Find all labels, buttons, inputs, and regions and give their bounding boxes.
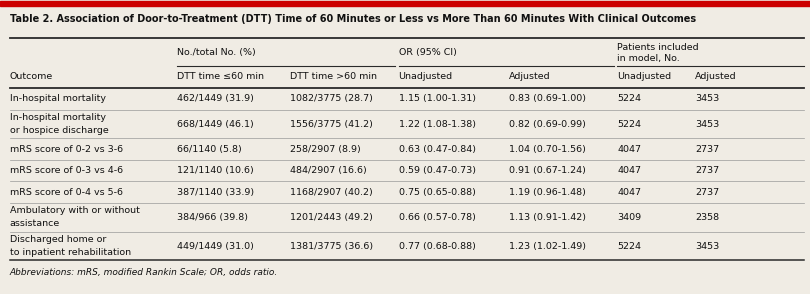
Text: 121/1140 (10.6): 121/1140 (10.6) [177,166,254,175]
Text: 4047: 4047 [617,145,642,154]
Text: 0.75 (0.65-0.88): 0.75 (0.65-0.88) [399,188,475,197]
Text: 0.63 (0.47-0.84): 0.63 (0.47-0.84) [399,145,475,154]
Text: 3453: 3453 [695,120,719,128]
Text: Ambulatory with or without: Ambulatory with or without [10,206,139,215]
Text: 1.19 (0.96-1.48): 1.19 (0.96-1.48) [509,188,586,197]
Text: Discharged home or: Discharged home or [10,235,106,244]
Text: 4047: 4047 [617,166,642,175]
Text: 3409: 3409 [617,213,642,222]
Text: 5224: 5224 [617,120,642,128]
Text: 1168/2907 (40.2): 1168/2907 (40.2) [290,188,373,197]
Text: 2737: 2737 [695,145,719,154]
Text: 0.83 (0.69-1.00): 0.83 (0.69-1.00) [509,94,586,103]
Text: No./total No. (%): No./total No. (%) [177,49,255,57]
Text: assistance: assistance [10,219,60,228]
Text: 2737: 2737 [695,166,719,175]
Text: Unadjusted: Unadjusted [399,72,453,81]
Text: 5224: 5224 [617,242,642,250]
Text: DTT time ≤60 min: DTT time ≤60 min [177,72,263,81]
Text: Table 2. Association of Door-to-Treatment (DTT) Time of 60 Minutes or Less vs Mo: Table 2. Association of Door-to-Treatmen… [10,14,696,24]
Text: 66/1140 (5.8): 66/1140 (5.8) [177,145,241,154]
Text: 1201/2443 (49.2): 1201/2443 (49.2) [290,213,373,222]
Text: 3453: 3453 [695,94,719,103]
Text: 668/1449 (46.1): 668/1449 (46.1) [177,120,254,128]
Text: 0.77 (0.68-0.88): 0.77 (0.68-0.88) [399,242,475,250]
Text: mRS score of 0-3 vs 4-6: mRS score of 0-3 vs 4-6 [10,166,123,175]
Text: Abbreviations: mRS, modified Rankin Scale; OR, odds ratio.: Abbreviations: mRS, modified Rankin Scal… [10,268,278,277]
Text: 3453: 3453 [695,242,719,250]
Text: Unadjusted: Unadjusted [617,72,671,81]
Text: or hospice discharge: or hospice discharge [10,126,109,135]
Text: 2737: 2737 [695,188,719,197]
Text: Adjusted: Adjusted [695,72,736,81]
Text: 1082/3775 (28.7): 1082/3775 (28.7) [290,94,373,103]
Text: 387/1140 (33.9): 387/1140 (33.9) [177,188,254,197]
Text: 258/2907 (8.9): 258/2907 (8.9) [290,145,360,154]
Text: 1.15 (1.00-1.31): 1.15 (1.00-1.31) [399,94,475,103]
Text: 449/1449 (31.0): 449/1449 (31.0) [177,242,254,250]
Text: 0.82 (0.69-0.99): 0.82 (0.69-0.99) [509,120,586,128]
Text: Adjusted: Adjusted [509,72,550,81]
Text: OR (95% CI): OR (95% CI) [399,49,456,57]
Text: 1381/3775 (36.6): 1381/3775 (36.6) [290,242,373,250]
Text: In-hospital mortality: In-hospital mortality [10,94,106,103]
Text: 2358: 2358 [695,213,719,222]
Text: 0.66 (0.57-0.78): 0.66 (0.57-0.78) [399,213,475,222]
Text: mRS score of 0-2 vs 3-6: mRS score of 0-2 vs 3-6 [10,145,123,154]
Text: 484/2907 (16.6): 484/2907 (16.6) [290,166,367,175]
Text: 1.13 (0.91-1.42): 1.13 (0.91-1.42) [509,213,586,222]
Text: 384/966 (39.8): 384/966 (39.8) [177,213,248,222]
Text: 0.91 (0.67-1.24): 0.91 (0.67-1.24) [509,166,586,175]
Text: 1556/3775 (41.2): 1556/3775 (41.2) [290,120,373,128]
Text: 4047: 4047 [617,188,642,197]
Text: 5224: 5224 [617,94,642,103]
Text: in model, No.: in model, No. [617,54,680,63]
Text: 462/1449 (31.9): 462/1449 (31.9) [177,94,254,103]
Text: 1.04 (0.70-1.56): 1.04 (0.70-1.56) [509,145,586,154]
Text: Outcome: Outcome [10,72,53,81]
Text: Patients included: Patients included [617,43,699,51]
Text: to inpatient rehabilitation: to inpatient rehabilitation [10,248,131,257]
Text: DTT time >60 min: DTT time >60 min [290,72,377,81]
Text: 1.23 (1.02-1.49): 1.23 (1.02-1.49) [509,242,586,250]
Text: In-hospital mortality: In-hospital mortality [10,113,106,122]
Text: mRS score of 0-4 vs 5-6: mRS score of 0-4 vs 5-6 [10,188,123,197]
Text: 0.59 (0.47-0.73): 0.59 (0.47-0.73) [399,166,475,175]
Text: 1.22 (1.08-1.38): 1.22 (1.08-1.38) [399,120,475,128]
